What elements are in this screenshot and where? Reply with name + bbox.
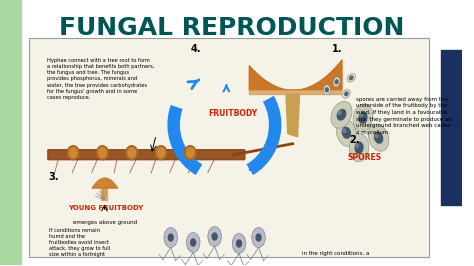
Ellipse shape xyxy=(186,232,200,252)
Ellipse shape xyxy=(356,144,358,148)
Ellipse shape xyxy=(126,146,137,160)
Ellipse shape xyxy=(375,134,378,138)
Ellipse shape xyxy=(349,134,369,162)
Bar xyxy=(0,0,21,265)
Text: in the right conditions, a: in the right conditions, a xyxy=(302,251,370,256)
Ellipse shape xyxy=(335,80,338,84)
Ellipse shape xyxy=(359,112,367,123)
Text: Hyphae connect with a tree root to form
a relationship that benefits both partne: Hyphae connect with a tree root to form … xyxy=(47,58,154,100)
Ellipse shape xyxy=(323,85,330,95)
Text: 3.: 3. xyxy=(49,172,59,182)
Ellipse shape xyxy=(343,89,350,98)
Ellipse shape xyxy=(374,132,383,143)
Ellipse shape xyxy=(164,227,178,247)
FancyBboxPatch shape xyxy=(29,38,429,257)
Ellipse shape xyxy=(337,110,346,120)
Ellipse shape xyxy=(256,234,261,241)
Ellipse shape xyxy=(336,119,356,147)
Text: emerges above ground: emerges above ground xyxy=(73,219,137,225)
Bar xyxy=(101,188,107,200)
Ellipse shape xyxy=(232,234,246,253)
Ellipse shape xyxy=(128,148,136,158)
Ellipse shape xyxy=(97,146,108,160)
Ellipse shape xyxy=(168,234,173,241)
Text: 4.: 4. xyxy=(190,44,201,54)
Ellipse shape xyxy=(212,233,217,240)
Text: SPORES: SPORES xyxy=(347,153,382,162)
Ellipse shape xyxy=(355,142,363,153)
Text: FUNGAL REPRODUCTION: FUNGAL REPRODUCTION xyxy=(59,16,404,40)
Ellipse shape xyxy=(184,146,196,160)
Ellipse shape xyxy=(345,92,348,96)
Bar xyxy=(441,50,463,205)
Text: FRUITBODY: FRUITBODY xyxy=(208,109,257,118)
Ellipse shape xyxy=(333,77,340,87)
Ellipse shape xyxy=(69,148,77,158)
Ellipse shape xyxy=(331,101,352,128)
Ellipse shape xyxy=(191,239,196,246)
Ellipse shape xyxy=(237,240,241,247)
Text: 1.: 1. xyxy=(332,44,342,54)
Ellipse shape xyxy=(368,124,389,151)
Ellipse shape xyxy=(252,227,265,247)
Ellipse shape xyxy=(157,148,165,158)
Ellipse shape xyxy=(349,76,353,80)
Ellipse shape xyxy=(359,114,363,118)
Ellipse shape xyxy=(353,104,373,132)
Ellipse shape xyxy=(342,127,350,138)
Ellipse shape xyxy=(186,148,194,158)
Ellipse shape xyxy=(99,148,106,158)
Ellipse shape xyxy=(208,227,221,247)
Ellipse shape xyxy=(347,73,356,82)
Text: 2.: 2. xyxy=(349,135,360,145)
Text: spores are carried away from the
underside of the fruitbody by the
wind. If they: spores are carried away from the undersi… xyxy=(356,97,452,135)
Ellipse shape xyxy=(155,146,167,160)
Ellipse shape xyxy=(67,146,79,160)
Polygon shape xyxy=(286,94,300,137)
Ellipse shape xyxy=(325,88,328,92)
Text: If conditions remain
humd and the
fruitbodies avoid insect
attack, they grow to : If conditions remain humd and the fruitb… xyxy=(49,227,110,257)
Ellipse shape xyxy=(343,129,346,133)
FancyBboxPatch shape xyxy=(48,150,245,160)
Ellipse shape xyxy=(338,111,341,115)
Text: YOUNG FRUITBODY: YOUNG FRUITBODY xyxy=(68,205,143,211)
